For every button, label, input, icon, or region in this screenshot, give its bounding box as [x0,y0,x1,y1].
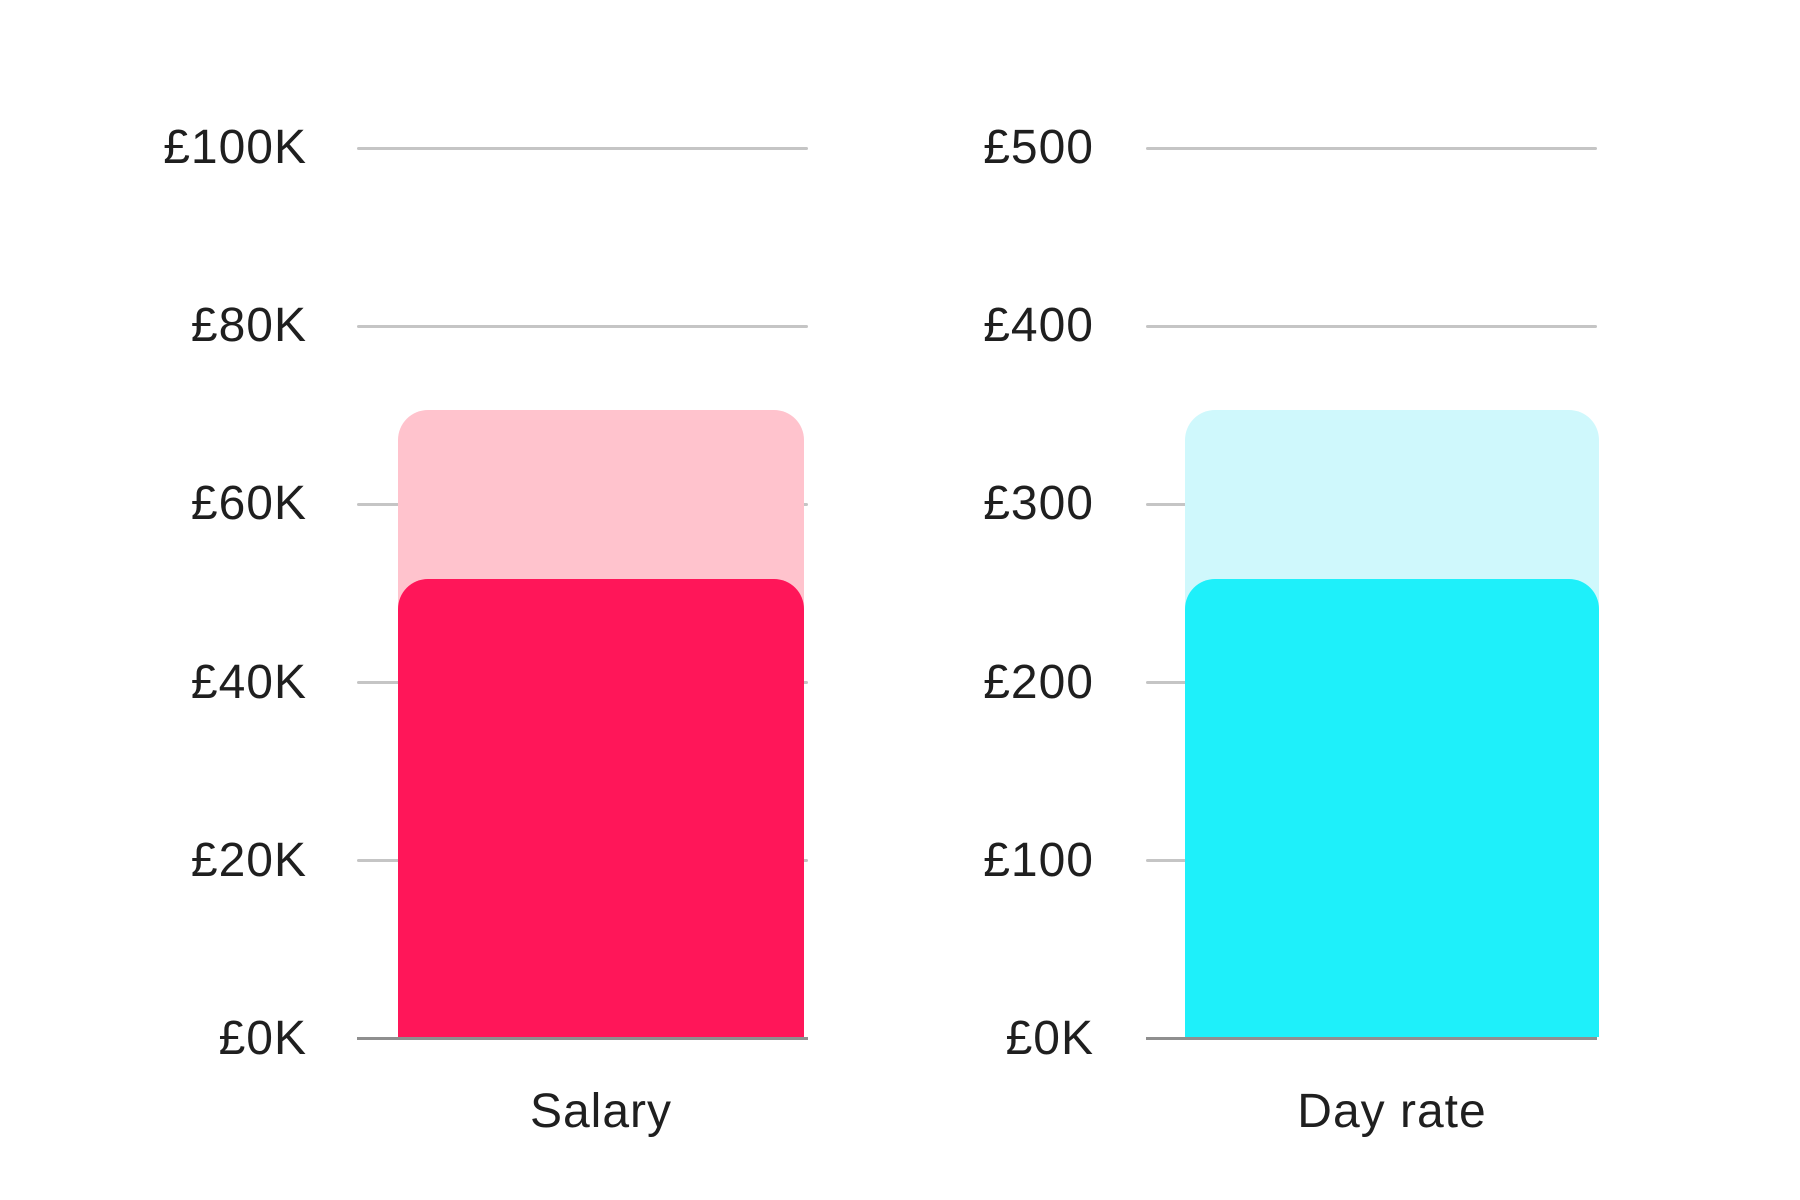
salary-tick-label-40: £40K [190,655,307,709]
salary-tick-label-80: £80K [190,299,307,353]
day-rate-tick-label-0: £0K [1005,1012,1094,1065]
day-rate-highlight-bar [1185,579,1599,1037]
day-rate-gridline-400 [1146,324,1597,328]
salary-tick-label-0: £0K [218,1012,307,1065]
day-rate-tick-label-300: £300 [983,477,1094,531]
salary-highlight-bar [398,579,804,1037]
day-rate-tick-label-100: £100 [983,833,1094,887]
salary-tick-label-100: £100K [163,121,307,174]
salary-tick-label-20: £20K [190,833,307,887]
salary-gridline-100 [357,146,808,150]
day-rate-gridline-500 [1146,146,1597,150]
day-rate-x-axis-label: Day rate [1297,1085,1487,1138]
day-rate-tick-label-200: £200 [983,655,1094,709]
salary-x-axis-label: Salary [529,1085,673,1138]
salary-axis-line [357,1037,808,1040]
salary-gridline-80 [357,324,808,328]
day-rate-axis-line [1146,1037,1597,1040]
salary-tick-label-60: £60K [190,477,307,531]
day-rate-tick-label-500: £500 [983,121,1094,174]
day-rate-tick-label-400: £400 [983,299,1094,353]
